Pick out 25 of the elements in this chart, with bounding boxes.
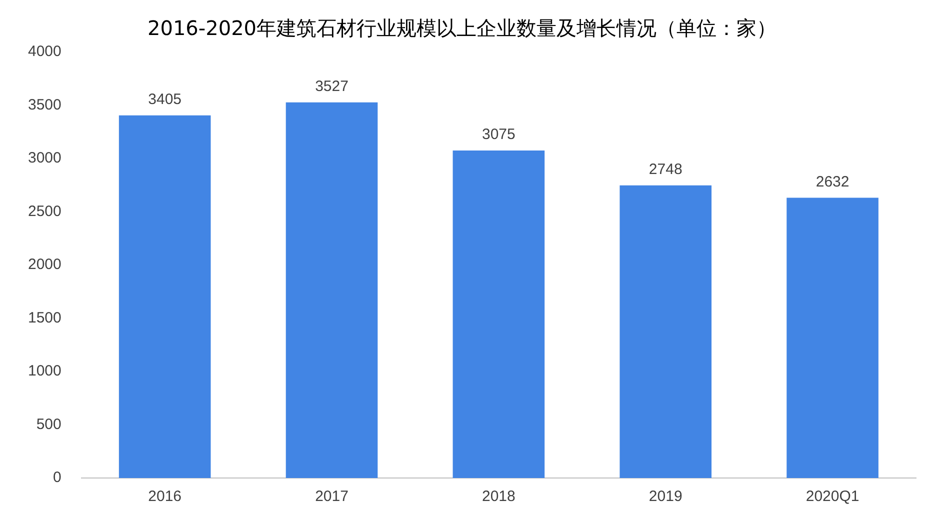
bar xyxy=(452,150,545,478)
y-tick-label: 3000 xyxy=(28,150,62,167)
data-label: 2632 xyxy=(816,173,850,190)
bar xyxy=(118,115,211,478)
y-tick-label: 0 xyxy=(53,469,62,486)
bar xyxy=(620,185,712,478)
chart-title: 2016-2020年建筑石材行业规模以上企业数量及增长情况（单位：家） xyxy=(147,16,777,40)
x-tick-label: 2020Q1 xyxy=(806,488,860,506)
x-tick-label: 2018 xyxy=(482,488,516,506)
y-tick-label: 1500 xyxy=(28,309,62,326)
x-tick-label: 2016 xyxy=(148,488,182,506)
y-tick-label: 1000 xyxy=(28,362,62,380)
y-tick-label: 2000 xyxy=(28,256,62,274)
y-tick-label: 3500 xyxy=(28,96,62,114)
x-tick-label: 2019 xyxy=(648,488,682,506)
data-label: 3527 xyxy=(315,78,348,96)
x-tick-label: 2017 xyxy=(315,488,348,506)
y-tick-label: 2500 xyxy=(28,202,62,220)
data-label: 3075 xyxy=(482,126,516,144)
data-label: 2748 xyxy=(648,160,682,178)
bar xyxy=(786,198,878,478)
data-label: 3405 xyxy=(148,91,182,108)
y-tick-label: 4000 xyxy=(28,43,62,60)
y-tick-label: 500 xyxy=(36,416,62,433)
bar xyxy=(286,102,378,478)
